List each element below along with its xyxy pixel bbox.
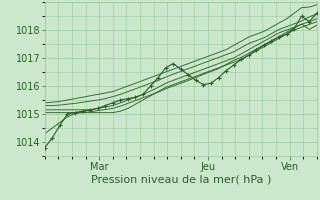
- X-axis label: Pression niveau de la mer( hPa ): Pression niveau de la mer( hPa ): [91, 174, 271, 184]
